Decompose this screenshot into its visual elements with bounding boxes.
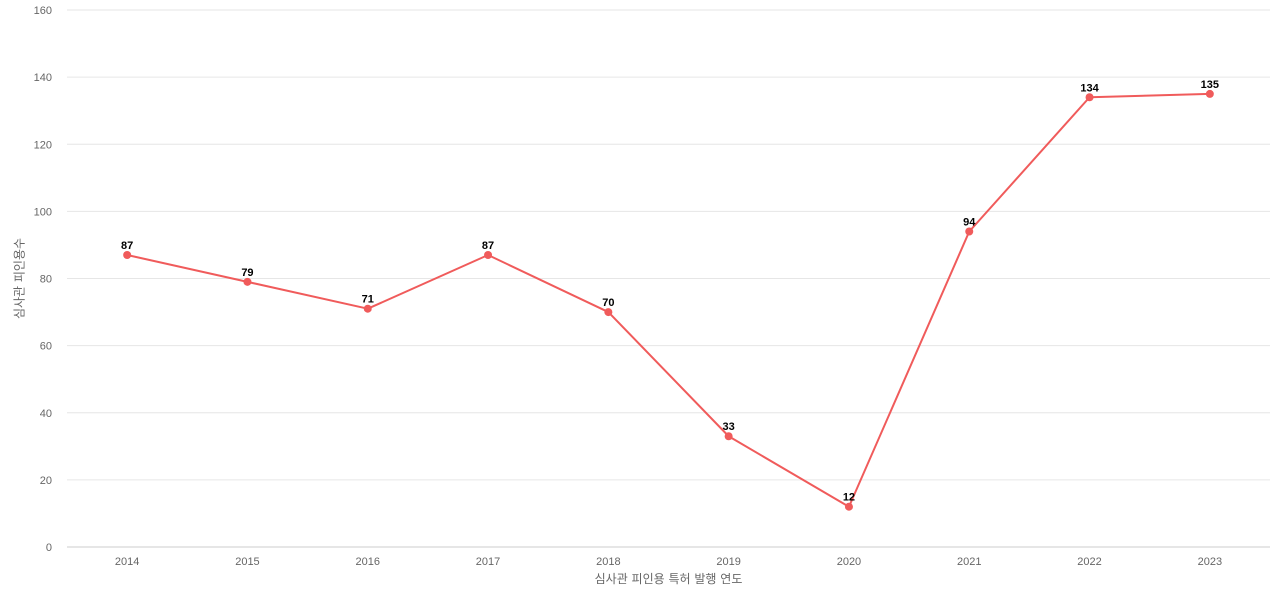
data-label: 12 <box>843 492 855 504</box>
data-point[interactable] <box>965 227 974 236</box>
data-point[interactable] <box>604 308 613 317</box>
y-axis-ticks: 0 20 40 60 80 100 120 140 160 <box>34 5 52 554</box>
x-tick-label: 2023 <box>1198 556 1222 568</box>
data-point[interactable] <box>1085 93 1094 102</box>
x-tick-label: 2015 <box>235 556 259 568</box>
data-point[interactable] <box>484 251 493 260</box>
data-label: 71 <box>362 294 374 306</box>
data-point[interactable] <box>243 277 252 286</box>
x-axis-ticks: 2014 2015 2016 2017 2018 2019 2020 2021 2022 2023 <box>115 556 1222 568</box>
data-point[interactable] <box>363 304 372 313</box>
y-tick-label: 80 <box>40 274 52 286</box>
x-tick-label: 2018 <box>596 556 620 568</box>
data-label: 135 <box>1201 79 1219 91</box>
x-tick-label: 2021 <box>957 556 981 568</box>
gridlines <box>67 9 1270 481</box>
y-tick-label: 140 <box>34 72 52 84</box>
y-tick-label: 100 <box>34 206 52 218</box>
data-label: 33 <box>723 421 735 433</box>
data-label: 87 <box>482 240 494 252</box>
y-tick-label: 60 <box>40 341 52 353</box>
data-point[interactable] <box>844 502 853 511</box>
x-tick-label: 2020 <box>837 556 861 568</box>
x-tick-label: 2014 <box>115 556 139 568</box>
y-tick-label: 40 <box>40 408 52 420</box>
data-label: 87 <box>121 240 133 252</box>
series-line <box>126 92 1210 508</box>
data-point[interactable] <box>1205 89 1214 98</box>
data-label: 70 <box>602 297 614 309</box>
series <box>123 89 1214 511</box>
y-tick-label: 160 <box>34 5 52 17</box>
data-label: 134 <box>1080 82 1099 94</box>
y-tick-label: 0 <box>46 542 52 554</box>
data-label: 94 <box>963 217 976 229</box>
x-tick-label: 2016 <box>356 556 380 568</box>
x-tick-label: 2022 <box>1077 556 1101 568</box>
x-tick-label: 2017 <box>476 556 500 568</box>
y-tick-label: 120 <box>34 139 52 151</box>
data-labels: 87 79 71 87 70 33 12 94 134 135 <box>121 79 1219 504</box>
x-axis-title: 심사관 피인용 특허 발행 연도 <box>595 571 743 586</box>
data-point[interactable] <box>123 251 132 260</box>
x-tick-label: 2019 <box>716 556 740 568</box>
data-point[interactable] <box>724 432 733 441</box>
y-tick-label: 20 <box>40 475 52 487</box>
data-label: 79 <box>241 267 253 279</box>
y-axis-title: 심사관 피인용수 <box>13 238 27 319</box>
